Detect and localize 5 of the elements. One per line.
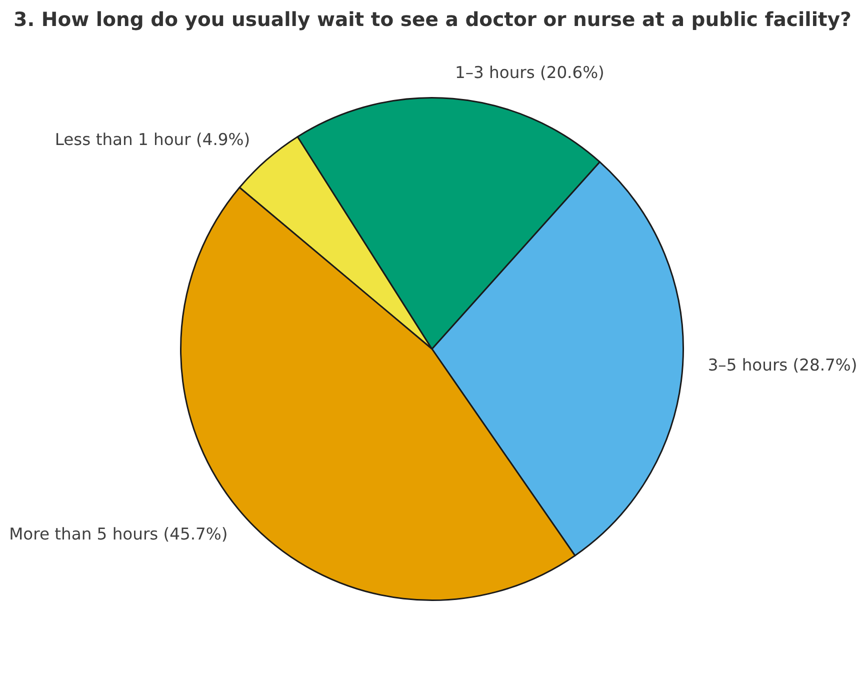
chart-title: 3. How long do you usually wait to see a doctor or nurse at a public facility? <box>14 8 852 32</box>
slice-label: More than 5 hours (45.7%) <box>9 524 228 544</box>
slice-label: Less than 1 hour (4.9%) <box>54 130 250 150</box>
slice-label: 1–3 hours (20.6%) <box>455 62 604 82</box>
slice-label: 3–5 hours (28.7%) <box>708 356 858 375</box>
